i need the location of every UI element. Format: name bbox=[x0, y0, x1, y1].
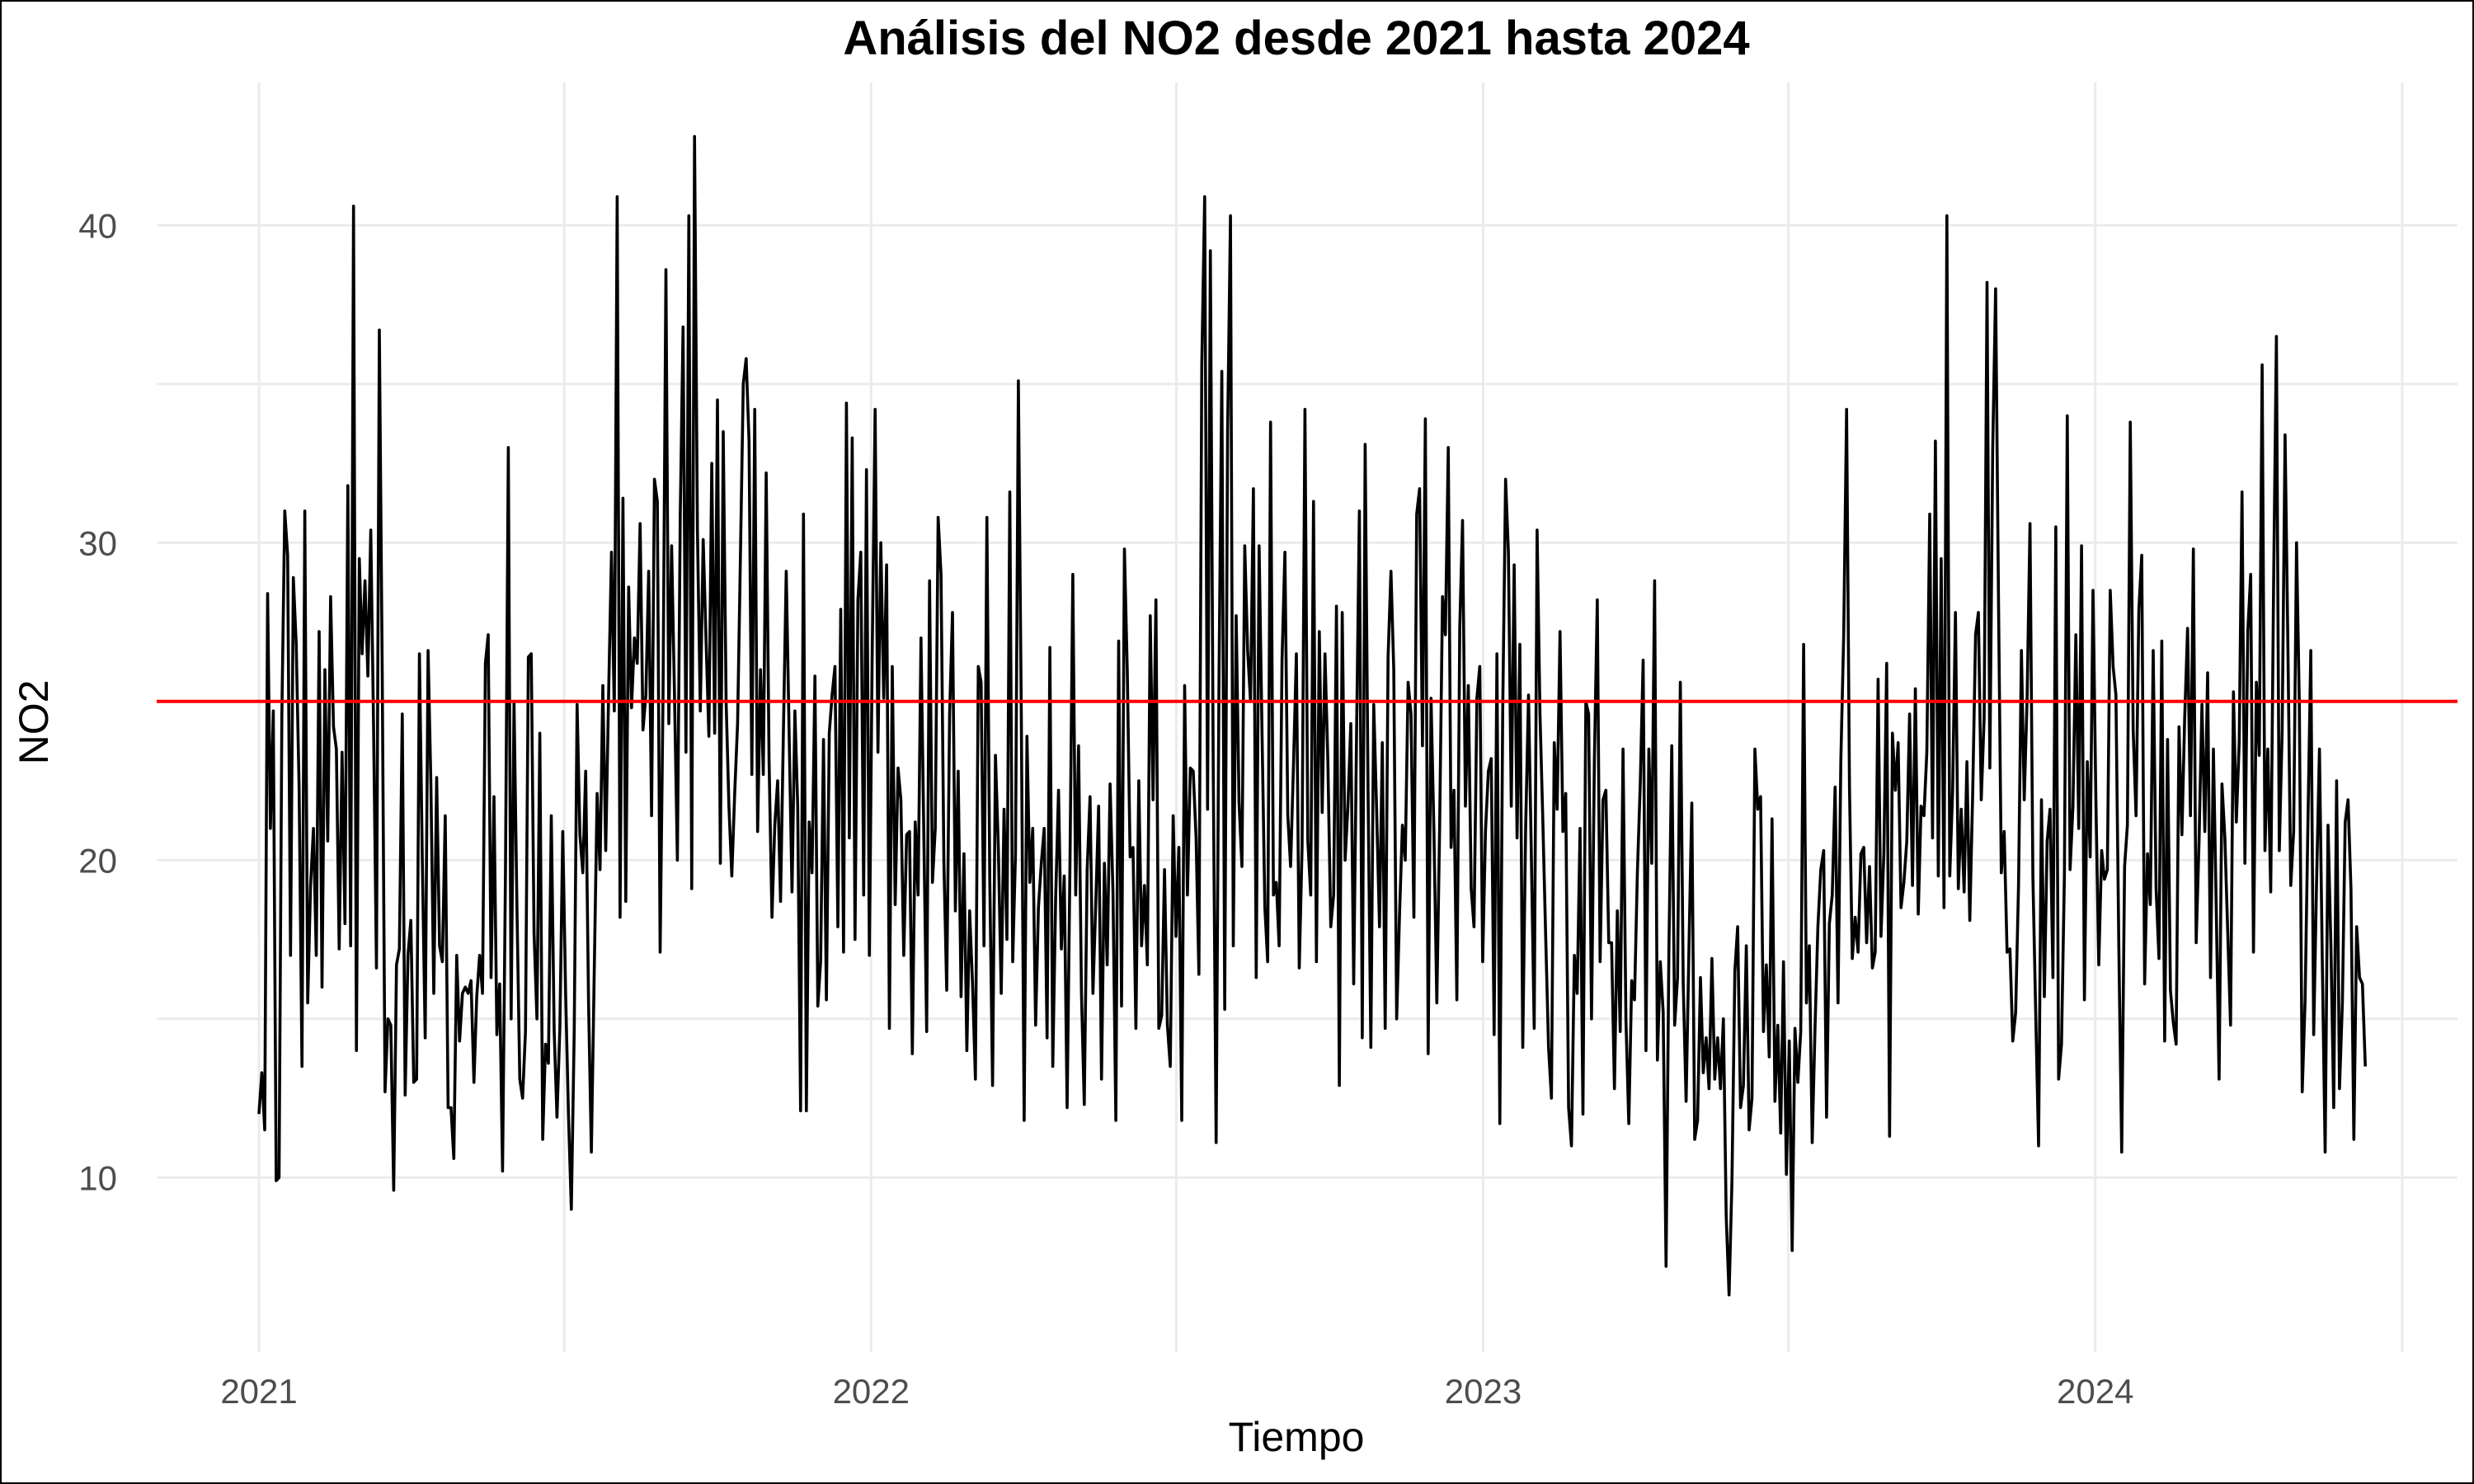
x-axis-ticks: 2021 2022 2023 2024 bbox=[220, 1372, 2133, 1411]
x-tick-label: 2022 bbox=[833, 1372, 910, 1411]
y-tick-label: 30 bbox=[78, 524, 117, 562]
x-tick-label: 2023 bbox=[1445, 1372, 1522, 1411]
series-line bbox=[257, 134, 2367, 1297]
y-axis-title: NO2 bbox=[11, 680, 57, 765]
series-group bbox=[257, 134, 2367, 1297]
y-axis-ticks: 10 20 30 40 bbox=[78, 206, 117, 1197]
x-tick-label: 2024 bbox=[2057, 1372, 2133, 1411]
y-tick-label: 20 bbox=[78, 841, 117, 880]
chart-title: Análisis del NO2 desde 2021 hasta 2024 bbox=[843, 12, 1749, 65]
x-axis-title: Tiempo bbox=[1229, 1414, 1365, 1460]
y-tick-label: 40 bbox=[78, 206, 117, 245]
y-tick-label: 10 bbox=[78, 1158, 117, 1197]
x-tick-label: 2021 bbox=[220, 1372, 297, 1411]
